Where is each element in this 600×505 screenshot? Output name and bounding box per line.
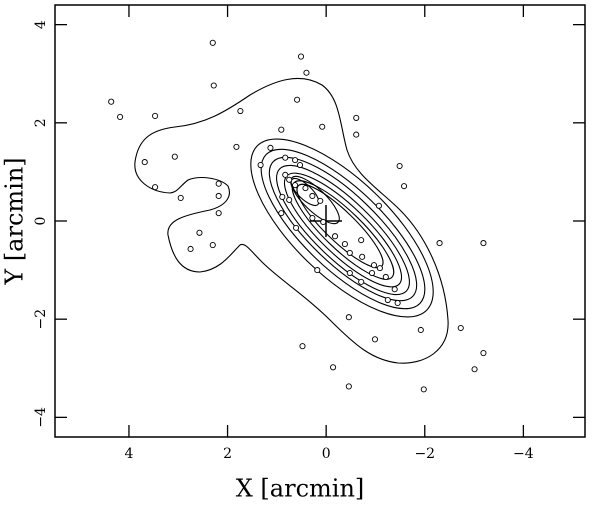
point [384, 296, 391, 304]
point [177, 194, 184, 201]
x-tick-label: 4 [124, 446, 133, 462]
point [359, 253, 366, 260]
y-axis-label: Y [arcmin] [1, 157, 29, 285]
contour [260, 148, 426, 310]
point [358, 237, 365, 244]
point [394, 299, 401, 307]
point [317, 197, 324, 204]
point [382, 273, 389, 281]
point [278, 126, 285, 133]
point [341, 241, 348, 248]
point [117, 113, 124, 120]
point [141, 159, 148, 166]
contour [268, 156, 418, 302]
point [286, 196, 293, 203]
point [401, 183, 408, 190]
point [299, 343, 306, 350]
point [457, 324, 464, 332]
point [480, 350, 487, 357]
point [108, 98, 115, 105]
point [480, 240, 487, 247]
point [319, 123, 326, 130]
contours [134, 77, 449, 364]
point [293, 224, 300, 231]
point [303, 69, 310, 76]
contour [290, 175, 340, 225]
point [152, 112, 159, 119]
point [196, 229, 203, 236]
point [296, 161, 304, 169]
point [353, 114, 360, 121]
point [215, 192, 222, 200]
x-tick-label: 0 [322, 446, 331, 462]
contour [291, 180, 395, 280]
point [210, 82, 217, 89]
point [376, 265, 383, 272]
point [420, 386, 427, 393]
point [320, 218, 327, 226]
x-axis-label: X [arcmin] [236, 475, 365, 503]
point [331, 233, 339, 240]
point [278, 210, 285, 217]
point [309, 215, 316, 222]
point [237, 107, 244, 115]
point [346, 249, 353, 256]
point [309, 192, 316, 200]
point [297, 53, 305, 60]
point [353, 131, 360, 138]
point [471, 366, 478, 373]
y-tick-label: −2 [33, 309, 49, 330]
point [286, 176, 293, 183]
point [187, 245, 194, 253]
point [346, 269, 353, 277]
point [171, 153, 178, 160]
point [436, 240, 443, 247]
point [370, 262, 378, 269]
x-tick-label: −2 [414, 446, 435, 462]
point [330, 364, 337, 371]
point [396, 162, 403, 170]
point [371, 336, 379, 343]
point [292, 182, 299, 189]
contour [134, 77, 449, 364]
y-tick-label: 2 [33, 118, 49, 127]
y-tick-label: −4 [33, 407, 49, 428]
contour [276, 164, 410, 296]
point [292, 157, 299, 164]
point [294, 96, 301, 103]
point [358, 278, 365, 285]
x-tick-label: −4 [513, 446, 534, 462]
point [391, 286, 398, 293]
point [209, 39, 216, 46]
point [215, 180, 222, 187]
point [375, 202, 382, 209]
point [152, 184, 159, 191]
y-tick-label: 4 [33, 20, 49, 29]
point [314, 267, 321, 274]
point [345, 314, 352, 321]
point [282, 171, 289, 178]
y-tick-label: 0 [33, 217, 49, 226]
point [345, 383, 352, 390]
point [209, 242, 216, 249]
point [282, 154, 289, 161]
x-tick-label: 2 [223, 446, 232, 462]
point [267, 144, 274, 151]
point [302, 185, 309, 192]
point [215, 210, 222, 217]
point [368, 269, 376, 277]
point [233, 143, 240, 150]
point [279, 193, 286, 200]
contour [250, 138, 434, 318]
point [417, 326, 424, 334]
point [257, 161, 264, 169]
